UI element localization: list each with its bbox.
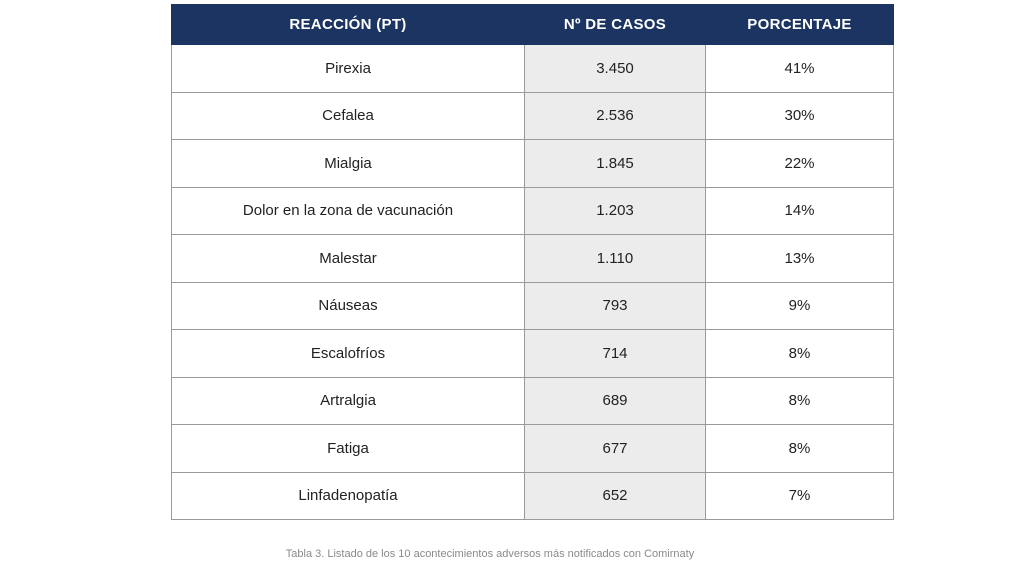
cell-reaccion: Artralgia	[171, 376, 525, 425]
cell-porcentaje: 41%	[705, 44, 894, 93]
cell-casos: 677	[524, 424, 706, 473]
cell-reaccion: Pirexia	[171, 44, 525, 93]
header-reaccion: REACCIÓN (PT)	[171, 4, 525, 45]
table-row: Dolor en la zona de vacunación 1.203 14%	[171, 186, 894, 235]
cell-reaccion: Malestar	[171, 234, 525, 283]
cell-porcentaje: 14%	[705, 186, 894, 235]
cell-reaccion: Náuseas	[171, 281, 525, 330]
cell-casos: 652	[524, 471, 706, 520]
cell-casos: 1.110	[524, 234, 706, 283]
table-row: Náuseas 793 9%	[171, 281, 894, 330]
table-row: Mialgia 1.845 22%	[171, 139, 894, 188]
cell-porcentaje: 7%	[705, 471, 894, 520]
cell-casos: 1.203	[524, 186, 706, 235]
cell-porcentaje: 8%	[705, 329, 894, 378]
cell-porcentaje: 30%	[705, 91, 894, 140]
table-row: Linfadenopatía 652 7%	[171, 471, 894, 520]
cell-casos: 2.536	[524, 91, 706, 140]
cell-casos: 793	[524, 281, 706, 330]
cell-reaccion: Cefalea	[171, 91, 525, 140]
cell-reaccion: Linfadenopatía	[171, 471, 525, 520]
cell-casos: 689	[524, 376, 706, 425]
cell-reaccion: Dolor en la zona de vacunación	[171, 186, 525, 235]
adverse-events-table: REACCIÓN (PT) Nº DE CASOS PORCENTAJE Pir…	[171, 4, 894, 520]
table-caption: Tabla 3. Listado de los 10 acontecimient…	[285, 548, 695, 560]
cell-casos: 714	[524, 329, 706, 378]
cell-porcentaje: 8%	[705, 424, 894, 473]
cell-porcentaje: 13%	[705, 234, 894, 283]
cell-reaccion: Fatiga	[171, 424, 525, 473]
table-row: Artralgia 689 8%	[171, 376, 894, 425]
cell-casos: 1.845	[524, 139, 706, 188]
cell-porcentaje: 8%	[705, 376, 894, 425]
table-row: Cefalea 2.536 30%	[171, 91, 894, 140]
table-row: Escalofríos 714 8%	[171, 329, 894, 378]
header-porcentaje: PORCENTAJE	[705, 4, 894, 45]
table-row: Pirexia 3.450 41%	[171, 44, 894, 93]
cell-reaccion: Escalofríos	[171, 329, 525, 378]
header-casos: Nº DE CASOS	[524, 4, 706, 45]
table-row: Fatiga 677 8%	[171, 424, 894, 473]
cell-casos: 3.450	[524, 44, 706, 93]
cell-porcentaje: 22%	[705, 139, 894, 188]
cell-porcentaje: 9%	[705, 281, 894, 330]
table-header-row: REACCIÓN (PT) Nº DE CASOS PORCENTAJE	[171, 4, 894, 45]
table-row: Malestar 1.110 13%	[171, 234, 894, 283]
cell-reaccion: Mialgia	[171, 139, 525, 188]
